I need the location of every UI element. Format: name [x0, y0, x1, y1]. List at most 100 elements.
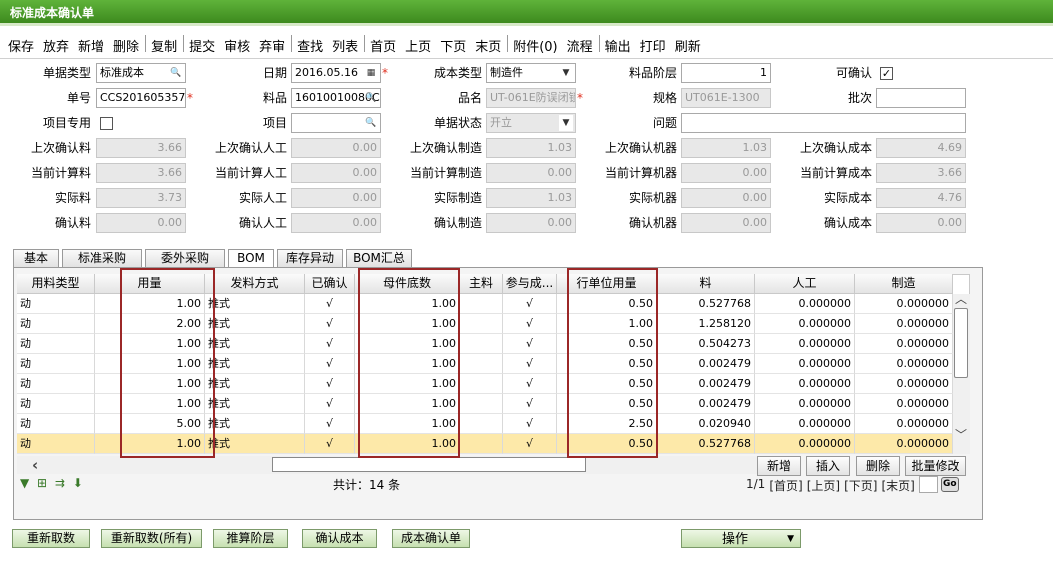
text-input[interactable] [681, 113, 966, 133]
grid-tools[interactable]: ▼ ⊞ ⇉ ⬇ [20, 476, 85, 490]
toolbar-button[interactable]: 复制 [151, 40, 178, 55]
tab[interactable]: BOM [228, 249, 274, 268]
tab[interactable]: 委外采购 [145, 249, 225, 267]
action-button[interactable]: 重新取数(所有) [101, 529, 202, 548]
tab[interactable]: 基本 [13, 249, 59, 267]
tab[interactable]: 标准采购 [62, 249, 142, 267]
column-header[interactable]: 用料类型 [17, 274, 95, 294]
toolbar-button[interactable]: 删除 [113, 40, 140, 55]
toolbar-button[interactable]: 保存 [8, 40, 35, 55]
pager-link[interactable]: [上页] [806, 479, 841, 493]
text-input[interactable]: 16010010080C 🔍 [291, 88, 381, 108]
grid-cell: 2.00 [95, 314, 205, 334]
column-header[interactable]: 人工 [755, 274, 855, 294]
column-header[interactable]: 发料方式 [205, 274, 305, 294]
grid-cell: 1.00 [95, 434, 205, 454]
toolbar-button[interactable]: 弃审 [259, 40, 286, 55]
pager-go[interactable]: Go [940, 477, 959, 492]
column-header[interactable]: 制造 [855, 274, 953, 294]
pager-link[interactable]: [末页] [881, 479, 915, 493]
toolbar-separator [145, 35, 147, 52]
grid-button[interactable]: 批量修改 [905, 456, 966, 476]
field-label: 规格 [652, 91, 677, 105]
text-input: 0.00 [96, 213, 186, 233]
grid-row[interactable] [17, 414, 953, 434]
input-icon[interactable]: 🔍 [365, 118, 377, 128]
grid-button[interactable]: 删除 [856, 456, 900, 476]
grid-cell: √ [305, 354, 355, 374]
toolbar-button[interactable]: 放弃 [43, 40, 70, 55]
action-button[interactable]: 成本确认单 [392, 529, 470, 548]
grid-row[interactable] [17, 314, 953, 334]
grid-row[interactable] [17, 354, 953, 374]
scroll-thumb[interactable] [954, 308, 968, 378]
scroll-arrow[interactable]: ‹ [32, 456, 39, 474]
toolbar-button[interactable]: 提交 [189, 40, 216, 55]
field-label: 上次确认成本 [799, 141, 872, 155]
grid-row[interactable] [17, 334, 953, 354]
text-input: 3.66 [876, 163, 966, 183]
input-icon[interactable]: ▦ [364, 65, 378, 81]
grid-cell: √ [503, 394, 557, 414]
input-icon[interactable]: ▼ [559, 115, 573, 131]
grid-row[interactable] [17, 374, 953, 394]
checkbox[interactable] [100, 117, 113, 130]
scroll-arrow[interactable]: ︿ [954, 292, 967, 306]
text-input[interactable]: 2016.05.16 ▦ [291, 63, 381, 83]
grid-cell: 推式 [205, 434, 305, 454]
input-icon[interactable]: 🔍 [170, 68, 182, 78]
column-header[interactable]: 主料 [460, 274, 503, 294]
action-button[interactable]: 重新取数 [12, 529, 90, 548]
grid-button[interactable]: 插入 [806, 456, 850, 476]
text-input[interactable]: 1 [681, 63, 771, 83]
pager-link[interactable]: [首页] [769, 479, 803, 493]
checkbox[interactable]: ✓ [880, 67, 893, 80]
action-button[interactable]: 确认成本 [302, 529, 377, 548]
toolbar-button[interactable]: 上页 [405, 40, 432, 55]
grid-cell: 0.020940 [657, 414, 755, 434]
toolbar-button[interactable]: 下页 [440, 40, 467, 55]
text-input[interactable]: 🔍 [291, 113, 381, 133]
field-label: 实际机器 [628, 191, 677, 205]
toolbar-button[interactable]: 新增 [78, 40, 105, 55]
text-input[interactable]: 制造件 ▼ [486, 63, 576, 83]
pager-input[interactable] [918, 476, 938, 493]
tab[interactable]: BOM汇总 [346, 249, 412, 267]
column-header[interactable]: 行单位用量 [557, 274, 657, 294]
toolbar-button[interactable]: 输出 [604, 40, 631, 55]
input-icon[interactable]: ▼ [559, 65, 573, 81]
column-header[interactable]: 母件底数 [355, 274, 460, 294]
grid-row[interactable] [17, 294, 953, 314]
grid-button[interactable]: 新增 [757, 456, 801, 476]
grid-cell: 0.000000 [755, 314, 855, 334]
text-input[interactable]: CCS20160535716 [96, 88, 186, 108]
h-scroll-thumb[interactable] [272, 457, 586, 472]
tab[interactable]: 库存异动 [277, 249, 343, 267]
input-icon[interactable]: 🔍 [365, 93, 377, 103]
pager-link[interactable]: [下页] [844, 479, 878, 493]
column-header[interactable]: 用量 [95, 274, 205, 294]
toolbar-button[interactable]: 打印 [639, 40, 666, 55]
column-header[interactable]: 参与成... [503, 274, 557, 294]
column-header[interactable]: 已确认 [305, 274, 355, 294]
text-input: 1.03 [681, 138, 771, 158]
grid-row[interactable] [17, 394, 953, 414]
toolbar-button[interactable]: 刷新 [674, 40, 701, 55]
grid-cell: √ [503, 294, 557, 314]
grid-cell: √ [503, 414, 557, 434]
toolbar-button[interactable]: 末页 [475, 40, 502, 55]
grid-cell: 推式 [205, 354, 305, 374]
operate-button[interactable]: 操作 ▼ [681, 529, 801, 548]
toolbar-button[interactable]: 附件(0) [513, 40, 558, 55]
text-input[interactable] [876, 88, 966, 108]
column-header[interactable]: 料 [657, 274, 755, 294]
toolbar-button[interactable]: 流程 [566, 40, 593, 55]
toolbar-button[interactable]: 审核 [224, 40, 251, 55]
action-button[interactable]: 推算阶层 [213, 529, 288, 548]
grid-cell: 动 [17, 434, 95, 454]
toolbar-button[interactable]: 首页 [370, 40, 397, 55]
text-input[interactable]: 标准成本 🔍 [96, 63, 186, 83]
scroll-arrow[interactable]: ﹀ [954, 428, 967, 442]
toolbar-button[interactable]: 列表 [332, 40, 359, 55]
toolbar-button[interactable]: 查找 [297, 40, 324, 55]
